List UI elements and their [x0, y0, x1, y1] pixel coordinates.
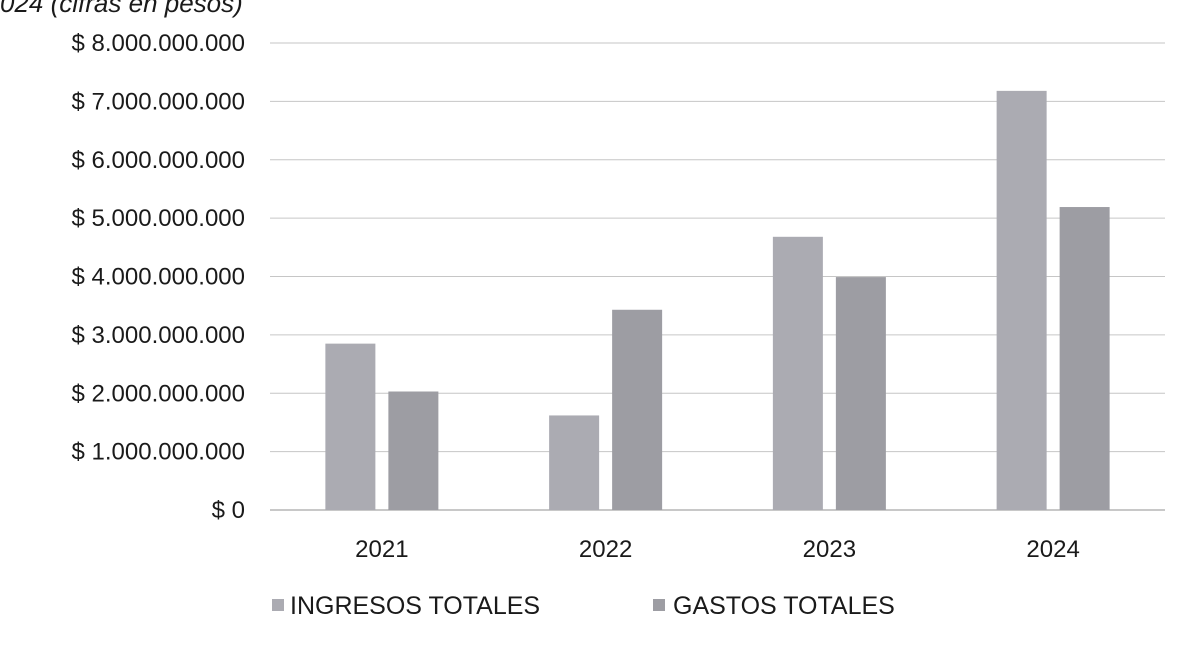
y-axis-tick-labels: $ 0 $ 1.000.000.000 $ 2.000.000.000 $ 3.000… [72, 30, 246, 524]
bar-gastos-2021 [388, 391, 439, 510]
legend: INGRESOS TOTALES GASTOS TOTALES [272, 592, 895, 620]
bar-ingresos-2023 [772, 236, 823, 510]
legend-swatch [272, 599, 284, 611]
y-tick-label: $ 0 [212, 497, 245, 524]
bar-gastos-2024 [1059, 207, 1110, 510]
y-tick-label: $ 3.000.000.000 [72, 322, 246, 349]
bar-ingresos-2022 [549, 415, 600, 510]
x-tick-label: 2024 [1026, 536, 1079, 563]
y-tick-label: $ 2.000.000.000 [72, 380, 246, 407]
bar-ingresos-2024 [996, 90, 1047, 511]
bar-gastos-2022 [612, 309, 663, 510]
x-tick-label: 2022 [579, 536, 632, 563]
y-tick-label: $ 4.000.000.000 [72, 264, 246, 291]
chart-title: 024 (cifras en pesos) [0, 0, 243, 18]
bar-ingresos-2021 [325, 343, 376, 510]
bar-gastos-2023 [835, 277, 886, 510]
x-tick-label: 2021 [355, 536, 408, 563]
legend-label: GASTOS TOTALES [673, 592, 895, 620]
y-tick-label: $ 8.000.000.000 [72, 30, 246, 57]
bars [325, 90, 1110, 511]
y-tick-label: $ 5.000.000.000 [72, 205, 246, 232]
y-tick-label: $ 7.000.000.000 [72, 88, 246, 115]
legend-swatch [653, 599, 665, 611]
y-tick-label: $ 1.000.000.000 [72, 439, 246, 466]
x-tick-label: 2023 [803, 536, 856, 563]
y-tick-label: $ 6.000.000.000 [72, 147, 246, 174]
x-axis-tick-labels: 2021 2022 2023 2024 [355, 536, 1080, 563]
legend-label: INGRESOS TOTALES [290, 592, 540, 620]
